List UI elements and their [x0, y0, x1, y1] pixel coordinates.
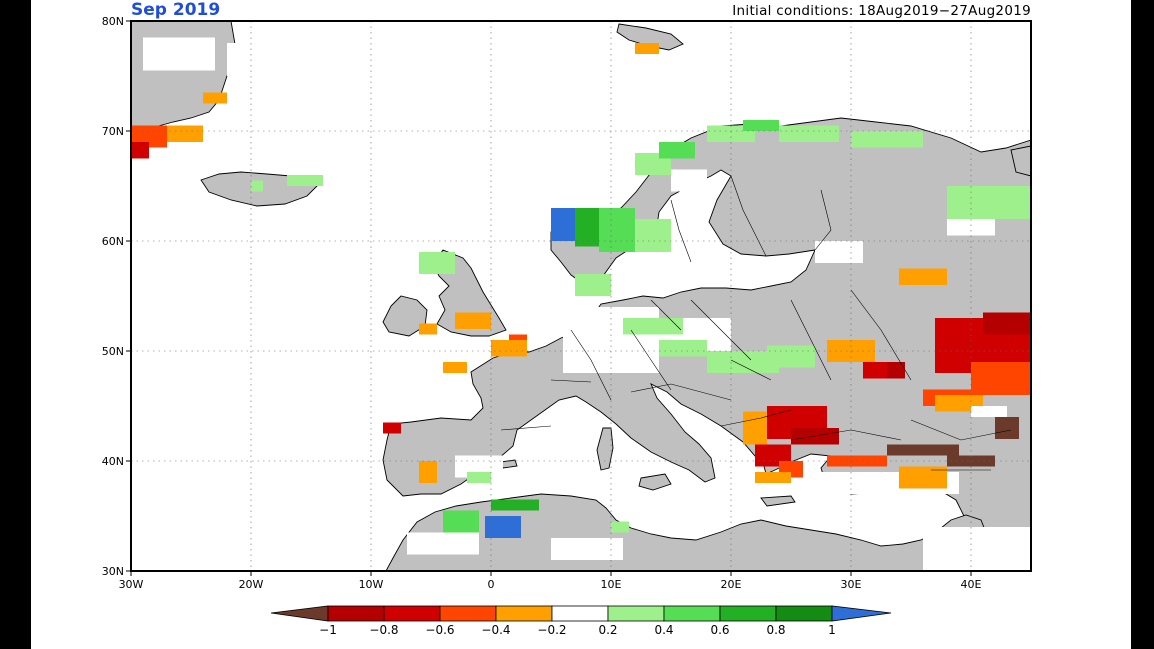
anomaly-cell: [995, 417, 1019, 439]
anomaly-cell: [287, 175, 323, 186]
anomaly-cell: [707, 351, 779, 373]
latitude-axis: 80N 70N 60N 50N 40N 30N: [102, 15, 131, 578]
lat-tick-label: 50N: [102, 345, 124, 358]
anomaly-cell: [899, 466, 947, 489]
colorbar-tick-label: 1: [828, 623, 836, 637]
anomaly-cell: [743, 120, 779, 131]
anomaly-cell: [419, 323, 437, 335]
anomaly-cell: [419, 461, 437, 483]
colorbar-bin: [439, 605, 497, 622]
anomaly-cell: [407, 532, 479, 555]
colorbar-tick-label: 0.4: [654, 623, 673, 637]
colorbar-high-arrow: [831, 605, 892, 622]
map-figure: Sep 2019 Initial conditions: 18Aug2019−2…: [31, 0, 1131, 649]
anomaly-cell: [467, 472, 491, 483]
lon-tick-label: 0: [488, 578, 495, 591]
colorbar-tick-label: 0.8: [766, 623, 785, 637]
lon-tick-label: 30W: [119, 578, 144, 591]
anomaly-cell: [971, 406, 1007, 417]
anomaly-cell: [947, 219, 995, 236]
colorbar-bin: [327, 605, 385, 622]
anomaly-cell: [755, 472, 791, 483]
anomaly-cell: [551, 538, 623, 560]
anomaly-cell: [659, 142, 695, 159]
lat-tick-label: 30N: [102, 565, 124, 578]
graticule: [131, 21, 1031, 571]
anomaly-cell: [251, 180, 263, 192]
lon-tick-label: 20W: [239, 578, 264, 591]
colorbar: −1 −0.8 −0.6 −0.4 −0.2 0.2 0.4 0.6 0.8 1: [270, 605, 892, 637]
anomaly-cell: [923, 527, 1031, 571]
colorbar-bin: [383, 605, 441, 622]
anomaly-cell: [491, 499, 539, 511]
anomaly-cell: [575, 208, 599, 247]
longitude-axis: 30W 20W 10W 0 10E 20E 30E 40E: [119, 571, 982, 591]
anomaly-cell: [491, 340, 527, 357]
colorbar-bin: [607, 605, 665, 622]
lat-tick-label: 70N: [102, 125, 124, 138]
map-subtitle: Initial conditions: 18Aug2019−27Aug2019: [732, 3, 1031, 19]
lon-tick-label: 10W: [359, 578, 384, 591]
anomaly-cell: [659, 340, 707, 357]
lon-tick-label: 20E: [721, 578, 742, 591]
anomaly-cell: [623, 318, 683, 335]
colorbar-bin: [719, 605, 777, 622]
colorbar-tick-label: −0.8: [369, 623, 398, 637]
map-frame: [130, 20, 1032, 572]
anomaly-cell: [443, 510, 479, 533]
map-canvas: 80N 70N 60N 50N 40N 30N 30W 20W 10W 0 10E 20E 30E 40…: [102, 15, 1032, 637]
anomaly-cell: [635, 43, 659, 54]
colorbar-tick-label: −0.6: [425, 623, 454, 637]
anomaly-cell: [131, 142, 149, 159]
anomaly-cell: [899, 268, 947, 285]
anomaly-cell: [203, 92, 227, 104]
colorbar-tick-label: −0.4: [481, 623, 510, 637]
lat-tick-label: 80N: [102, 15, 124, 28]
lon-tick-label: 10E: [601, 578, 622, 591]
colorbar-tick-label: −0.2: [537, 623, 566, 637]
anomaly-cell: [983, 312, 1031, 335]
colorbar-tick-label: 0.2: [598, 623, 617, 637]
anomaly-cell: [167, 125, 203, 142]
anomaly-cell: [767, 345, 815, 368]
anomaly-cell: [635, 219, 671, 252]
anomaly-cell: [227, 43, 263, 76]
colorbar-tick-label: −1: [319, 623, 337, 637]
lat-tick-label: 40N: [102, 455, 124, 468]
colorbar-bin: [551, 605, 609, 622]
map-title: Sep 2019: [131, 0, 221, 20]
anomaly-cell: [815, 241, 863, 263]
anomaly-cell: [551, 208, 575, 241]
colorbar-bin: [775, 605, 833, 622]
anomaly-cell: [887, 444, 959, 456]
anomaly-cell: [485, 516, 521, 538]
lat-tick-label: 60N: [102, 235, 124, 248]
colorbar-bin: [495, 605, 553, 622]
anomaly-cell: [611, 521, 629, 533]
anomaly-cell: [599, 208, 635, 252]
lon-tick-label: 40E: [961, 578, 982, 591]
anomaly-cell: [419, 252, 455, 274]
lon-tick-label: 30E: [841, 578, 862, 591]
anomaly-cell: [143, 37, 215, 71]
anomaly-cell: [671, 169, 707, 192]
colorbar-tick-label: 0.6: [710, 623, 729, 637]
anomaly-cell: [947, 186, 1031, 219]
anomaly-cell: [971, 362, 1031, 395]
anomaly-cell: [383, 422, 401, 434]
colorbar-bin: [663, 605, 721, 622]
anomaly-cell: [443, 362, 467, 373]
anomaly-cell: [455, 312, 491, 329]
anomaly-cell: [575, 274, 611, 296]
anomaly-cell: [887, 362, 905, 379]
anomaly-cell: [743, 411, 767, 445]
anomaly-cell: [851, 131, 923, 148]
country-borders: [500, 175, 1012, 471]
anomaly-cell: [779, 125, 839, 142]
colorbar-low-arrow: [270, 605, 329, 622]
